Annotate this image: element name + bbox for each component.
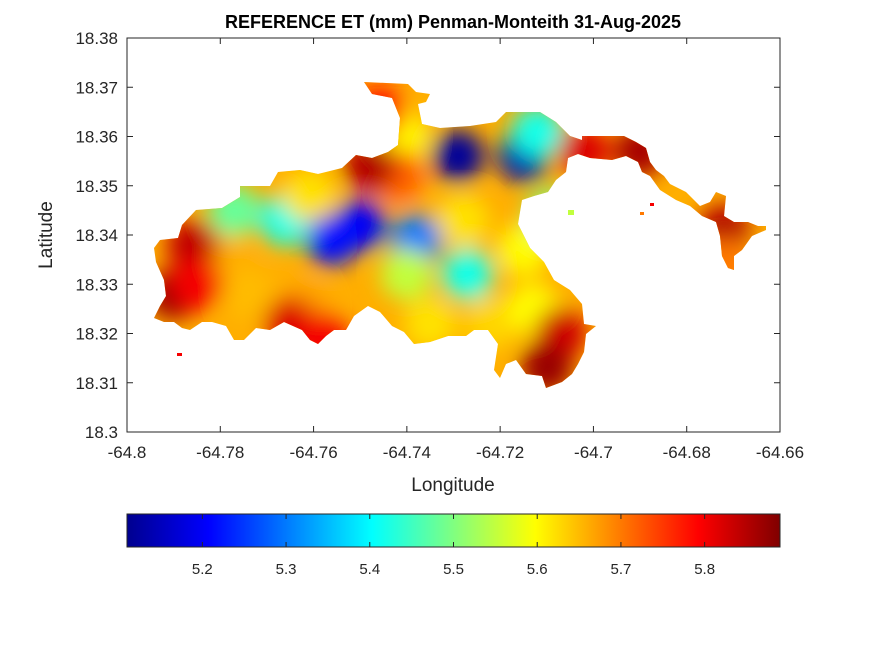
y-tick-label: 18.34 bbox=[75, 226, 118, 245]
colorbar-tick-label: 5.3 bbox=[276, 561, 297, 578]
x-tick-label: -64.7 bbox=[574, 443, 613, 462]
x-axis: -64.8 -64.78 -64.76 -64.74 -64.72 -64.7 -64.68… bbox=[108, 38, 804, 462]
et-hotspot-24 bbox=[170, 258, 223, 311]
y-tick-label: 18.31 bbox=[75, 374, 118, 393]
x-tick-label: -64.76 bbox=[289, 443, 337, 462]
et-hotspot-5 bbox=[511, 105, 564, 158]
colorbar-tick-label: 5.7 bbox=[611, 561, 632, 578]
colorbar bbox=[126, 513, 781, 548]
y-tick-label: 18.37 bbox=[75, 78, 118, 97]
et-hotspot-21 bbox=[282, 169, 335, 222]
x-tick-label: -64.72 bbox=[476, 443, 524, 462]
colorbar-tick-label: 5.2 bbox=[192, 561, 213, 578]
y-axis-label: Latitude bbox=[36, 201, 57, 269]
y-tick-label: 18.32 bbox=[75, 325, 118, 344]
et-hotspot-9 bbox=[436, 194, 489, 247]
y-tick-label: 18.38 bbox=[75, 29, 118, 48]
et-hotspot-13 bbox=[380, 248, 433, 301]
islet-2 bbox=[650, 203, 654, 206]
y-tick-label: 18.36 bbox=[75, 128, 118, 147]
et-hotspot-11 bbox=[222, 268, 275, 321]
colorbar-tick-label: 5.6 bbox=[527, 561, 548, 578]
et-hotspot-3 bbox=[306, 213, 359, 266]
et-hotspot-7 bbox=[441, 248, 494, 301]
y-axis: 18.3 18.31 18.32 18.33 18.34 18.35 18.36 18.37 1… bbox=[75, 29, 780, 442]
islet-3 bbox=[568, 210, 574, 215]
colorbar-tick-label: 5.4 bbox=[359, 561, 380, 578]
y-tick-label: 18.35 bbox=[75, 177, 118, 196]
colorbar-tick-label: 5.8 bbox=[694, 561, 715, 578]
colorbar-tick-label: 5.5 bbox=[443, 561, 464, 578]
y-tick-label: 18.33 bbox=[75, 275, 118, 294]
x-axis-label: Longitude bbox=[411, 475, 494, 496]
x-tick-label: -64.66 bbox=[756, 443, 804, 462]
x-tick-label: -64.74 bbox=[383, 443, 431, 462]
et-hotspot-14 bbox=[404, 297, 457, 350]
colorbar-ticks: 5.2 5.3 5.4 5.5 5.6 5.7 5.8 bbox=[192, 514, 715, 578]
x-tick-label: -64.78 bbox=[196, 443, 244, 462]
y-tick-label: 18.3 bbox=[85, 423, 118, 442]
islet-0 bbox=[177, 353, 182, 356]
x-tick-label: -64.68 bbox=[663, 443, 711, 462]
islet-1 bbox=[640, 212, 644, 215]
et-hotspot-0 bbox=[432, 130, 485, 183]
x-tick-label: -64.8 bbox=[108, 443, 147, 462]
chart-title: REFERENCE ET (mm) Penman-Monteith 31-Aug… bbox=[225, 12, 681, 32]
